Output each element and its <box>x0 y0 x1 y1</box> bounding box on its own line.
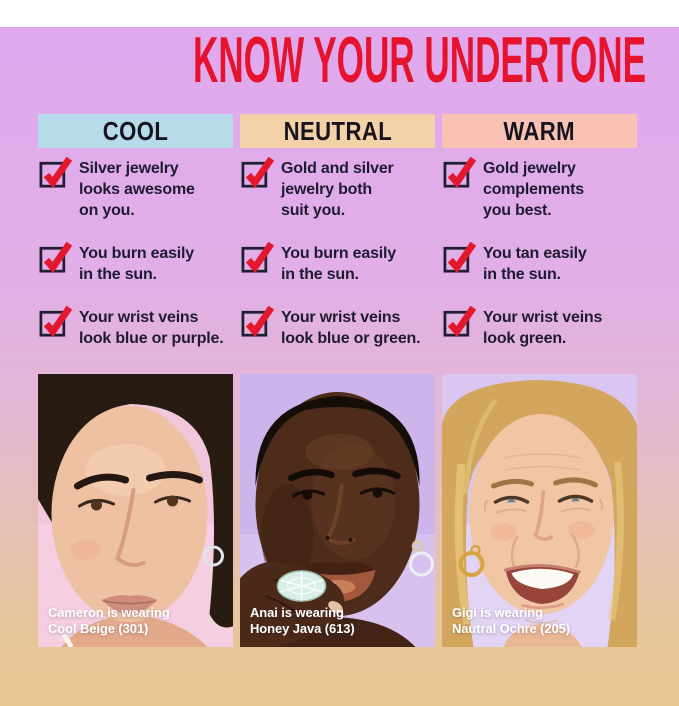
list-item: Gold jewelry complements you best. <box>442 156 637 221</box>
cheek-blush <box>490 523 517 541</box>
checklist-neutral: Gold and silver jewelry both suit you. Y… <box>240 156 435 349</box>
list-item-text: You tan easily in the sun. <box>483 245 587 283</box>
checklist-warm: Gold jewelry complements you best. You t… <box>442 156 637 349</box>
white-strap <box>61 632 74 647</box>
left-eyebrow <box>74 473 129 490</box>
column-header-neutral: NEUTRAL <box>240 114 435 148</box>
list-item: Gold and silver jewelry both suit you. <box>240 156 435 221</box>
list-item: Silver jewelry looks awesome on you. <box>38 156 233 221</box>
list-item: You burn easily in the sun. <box>38 241 233 285</box>
checked-checkbox-icon <box>443 241 477 274</box>
checked-checkbox-icon <box>241 156 275 189</box>
cheek-blush <box>568 521 595 539</box>
page-title: KNOW YOUR UNDERTONE <box>0 27 679 92</box>
hand-with-gem-ring <box>240 561 345 647</box>
column-header-neutral-label: NEUTRAL <box>283 115 392 146</box>
neck <box>503 624 582 647</box>
gold-hoop-earring-icon <box>409 540 434 577</box>
list-item-text: Silver jewelry looks awesome on you. <box>79 160 195 219</box>
column-header-warm-label: WARM <box>503 115 576 146</box>
face <box>469 414 614 624</box>
photo-caption: Anai is wearing Honey Java (613) <box>250 605 355 636</box>
list-item-text: Gold and silver jewelry both suit you. <box>281 160 394 219</box>
portrait-anai-illustration <box>240 374 435 647</box>
lips <box>101 595 158 615</box>
face <box>255 392 420 616</box>
checked-checkbox-icon <box>241 241 275 274</box>
checklists: Silver jewelry looks awesome on you. You… <box>0 156 679 374</box>
model-photos: Cameron is wearing Cool Beige (301) <box>0 374 679 647</box>
column-header-cool-label: COOL <box>102 115 169 146</box>
hair <box>38 374 233 628</box>
left-eyebrow <box>288 468 335 482</box>
column-header-cool: COOL <box>38 114 233 148</box>
photo-cool-model: Cameron is wearing Cool Beige (301) <box>38 374 233 647</box>
forehead-line <box>503 453 582 459</box>
checked-checkbox-icon <box>443 305 477 338</box>
fingernail <box>328 601 343 613</box>
chin-line <box>525 619 558 624</box>
portrait-gigi-illustration <box>442 374 637 647</box>
smile-line <box>570 533 580 569</box>
forehead-line <box>505 465 580 471</box>
checked-checkbox-icon <box>39 241 73 274</box>
cheek-blush <box>69 540 102 560</box>
list-item: You burn easily in the sun. <box>240 241 435 285</box>
checked-checkbox-icon <box>39 305 73 338</box>
diamond-ring-icon <box>276 570 327 602</box>
checklist-cool: Silver jewelry looks awesome on you. You… <box>38 156 233 349</box>
photo-warm-model: Gigi is wearing Nautral Ochre (205) <box>442 374 637 647</box>
list-item-text: You burn easily in the sun. <box>79 245 194 283</box>
right-eyebrow <box>352 467 401 480</box>
list-item-text: Gold jewelry complements you best. <box>483 160 584 219</box>
smiling-mouth <box>504 563 581 609</box>
list-item: Your wrist veins look blue or purple. <box>38 305 233 349</box>
list-item: Your wrist veins look blue or green. <box>240 305 435 349</box>
checked-checkbox-icon <box>443 156 477 189</box>
nose <box>533 490 554 541</box>
silver-hoop-earring-icon <box>203 545 224 567</box>
list-item-text: Your wrist veins look blue or purple. <box>79 309 224 347</box>
column-headers: COOL NEUTRAL WARM <box>0 114 679 148</box>
gold-hoop-earring-icon <box>458 544 485 577</box>
right-eye <box>557 494 604 513</box>
nose <box>115 488 146 568</box>
photo-caption: Cameron is wearing Cool Beige (301) <box>48 605 170 636</box>
neck-and-chest <box>61 615 208 647</box>
right-eyebrow <box>553 477 598 488</box>
list-item-text: You burn easily in the sun. <box>281 245 396 283</box>
photo-caption: Gigi is wearing Nautral Ochre (205) <box>452 605 571 636</box>
photo-neutral-model: Anai is wearing Honey Java (613) <box>240 374 435 647</box>
face <box>51 406 208 622</box>
left-eyebrow <box>491 478 534 489</box>
checked-checkbox-icon <box>241 305 275 338</box>
checked-checkbox-icon <box>39 156 73 189</box>
list-item-text: Your wrist veins look blue or green. <box>281 309 421 347</box>
right-eyebrow <box>146 471 203 484</box>
page-title-text: KNOW YOUR UNDERTONE <box>192 23 647 96</box>
list-item-text: Your wrist veins look green. <box>483 309 603 347</box>
list-item: Your wrist veins look green. <box>442 305 637 349</box>
column-header-warm: WARM <box>442 114 637 148</box>
left-eye <box>483 495 530 514</box>
undertone-infographic: KNOW YOUR UNDERTONE COOL NEUTRAL WARM Si… <box>0 27 679 706</box>
portrait-cameron-illustration <box>38 374 233 647</box>
list-item: You tan easily in the sun. <box>442 241 637 285</box>
